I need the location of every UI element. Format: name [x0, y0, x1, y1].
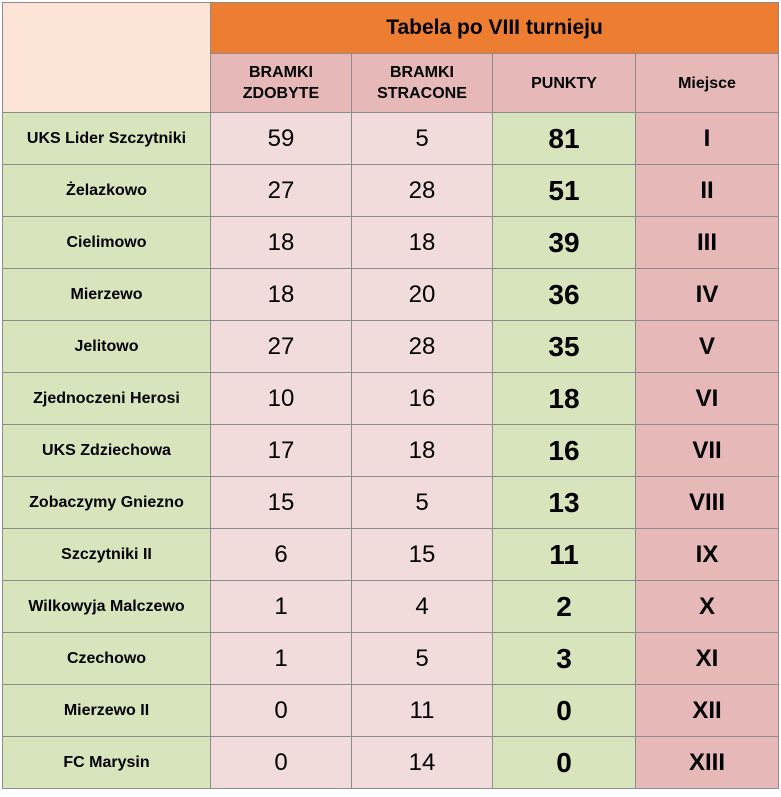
- goals-conceded-cell: 15: [351, 528, 493, 581]
- team-name-cell: Zobaczymy Gniezno: [2, 476, 211, 529]
- goals-conceded-cell: 4: [351, 580, 493, 633]
- goals-scored-cell: 15: [210, 476, 352, 529]
- goals-conceded-cell: 28: [351, 164, 493, 217]
- goals-scored-cell: 0: [210, 736, 352, 789]
- goals-conceded-cell: 14: [351, 736, 493, 789]
- place-cell: VII: [634, 424, 780, 477]
- place-cell: I: [634, 112, 780, 165]
- goals-conceded-cell: 18: [351, 424, 493, 477]
- points-cell: 3: [492, 632, 636, 685]
- header-goals-conceded-line2: STRACONE: [377, 85, 467, 102]
- corner-cell: [2, 2, 211, 113]
- table-row: UKS Zdziechowa 17 18 16 VII: [2, 424, 780, 477]
- header-goals-scored-line2: ZDOBYTE: [242, 85, 320, 102]
- points-cell: 11: [492, 528, 636, 581]
- table-row: Mierzewo 18 20 36 IV: [2, 268, 780, 321]
- place-cell: V: [634, 320, 780, 373]
- goals-conceded-cell: 5: [351, 112, 493, 165]
- header-place: Miejsce: [634, 53, 780, 113]
- goals-conceded-cell: 5: [351, 632, 493, 685]
- place-cell: VI: [634, 372, 780, 425]
- team-name-cell: Jelitowo: [2, 320, 211, 373]
- goals-scored-cell: 10: [210, 372, 352, 425]
- table-row: Szczytniki II 6 15 11 IX: [2, 528, 780, 581]
- goals-scored-cell: 17: [210, 424, 352, 477]
- goals-scored-cell: 18: [210, 268, 352, 321]
- place-cell: XII: [634, 684, 780, 737]
- goals-scored-cell: 1: [210, 632, 352, 685]
- points-cell: 2: [492, 580, 636, 633]
- goals-scored-cell: 27: [210, 164, 352, 217]
- place-cell: VIII: [634, 476, 780, 529]
- points-cell: 35: [492, 320, 636, 373]
- place-cell: IX: [634, 528, 780, 581]
- goals-conceded-cell: 11: [351, 684, 493, 737]
- goals-scored-cell: 27: [210, 320, 352, 373]
- team-name-cell: UKS Zdziechowa: [2, 424, 211, 477]
- goals-conceded-cell: 16: [351, 372, 493, 425]
- table-row: Wilkowyja Malczewo 1 4 2 X: [2, 580, 780, 633]
- team-name-cell: Zjednoczeni Herosi: [2, 372, 211, 425]
- points-cell: 39: [492, 216, 636, 269]
- goals-conceded-cell: 18: [351, 216, 493, 269]
- header-goals-scored-line1: BRAMKI: [249, 64, 313, 81]
- table-row: UKS Lider Szczytniki 59 5 81 I: [2, 112, 780, 165]
- team-name-cell: Szczytniki II: [2, 528, 211, 581]
- place-cell: III: [634, 216, 780, 269]
- goals-conceded-cell: 5: [351, 476, 493, 529]
- points-cell: 13: [492, 476, 636, 529]
- header-goals-conceded: BRAMKI STRACONE: [351, 53, 493, 113]
- team-name-cell: Cielimowo: [2, 216, 211, 269]
- points-cell: 0: [492, 684, 636, 737]
- points-cell: 18: [492, 372, 636, 425]
- table-row: Czechowo 1 5 3 XI: [2, 632, 780, 685]
- goals-scored-cell: 0: [210, 684, 352, 737]
- points-cell: 81: [492, 112, 636, 165]
- points-cell: 0: [492, 736, 636, 789]
- place-cell: X: [634, 580, 780, 633]
- team-name-cell: Żelazkowo: [2, 164, 211, 217]
- standings-body: UKS Lider Szczytniki 59 5 81 I Żelazkowo 27 28 5…: [2, 112, 780, 789]
- goals-scored-cell: 59: [210, 112, 352, 165]
- goals-conceded-cell: 28: [351, 320, 493, 373]
- header-goals-scored: BRAMKI ZDOBYTE: [210, 53, 352, 113]
- table-row: Jelitowo 27 28 35 V: [2, 320, 780, 373]
- table-row: Mierzewo II 0 11 0 XII: [2, 684, 780, 737]
- table-title: Tabela po VIII turnieju: [209, 2, 780, 54]
- team-name-cell: Wilkowyja Malczewo: [2, 580, 211, 633]
- place-cell: XI: [634, 632, 780, 685]
- team-name-cell: Czechowo: [2, 632, 211, 685]
- goals-conceded-cell: 20: [351, 268, 493, 321]
- table-row: Zobaczymy Gniezno 15 5 13 VIII: [2, 476, 780, 529]
- table-row: Cielimowo 18 18 39 III: [2, 216, 780, 269]
- team-name-cell: Mierzewo II: [2, 684, 211, 737]
- team-name-cell: FC Marysin: [2, 736, 211, 789]
- place-cell: IV: [634, 268, 780, 321]
- place-cell: XIII: [634, 736, 780, 789]
- header-goals-conceded-line1: BRAMKI: [390, 64, 454, 81]
- team-name-cell: UKS Lider Szczytniki: [2, 112, 211, 165]
- goals-scored-cell: 1: [210, 580, 352, 633]
- points-cell: 16: [492, 424, 636, 477]
- goals-scored-cell: 6: [210, 528, 352, 581]
- header-points: PUNKTY: [492, 53, 636, 113]
- table-row: FC Marysin 0 14 0 XIII: [2, 736, 780, 789]
- points-cell: 51: [492, 164, 636, 217]
- table-row: Żelazkowo 27 28 51 II: [2, 164, 780, 217]
- goals-scored-cell: 18: [210, 216, 352, 269]
- place-cell: II: [634, 164, 780, 217]
- points-cell: 36: [492, 268, 636, 321]
- table-row: Zjednoczeni Herosi 10 16 18 VI: [2, 372, 780, 425]
- team-name-cell: Mierzewo: [2, 268, 211, 321]
